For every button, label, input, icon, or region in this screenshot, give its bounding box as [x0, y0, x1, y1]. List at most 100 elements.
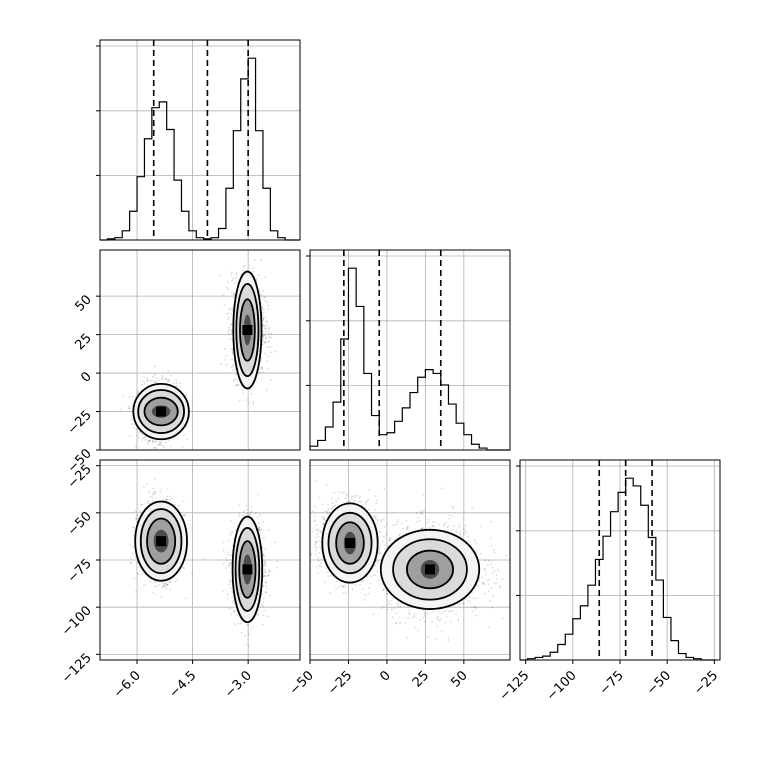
sample-point [267, 355, 269, 358]
sample-point [182, 514, 185, 517]
sample-point [268, 332, 271, 335]
sample-point [128, 407, 131, 410]
sample-point [132, 427, 135, 429]
sample-point [228, 326, 230, 329]
sample-point [268, 326, 271, 329]
sample-point [184, 597, 187, 600]
sample-point [252, 267, 255, 270]
sample-point [236, 378, 238, 380]
sample-point [276, 560, 279, 563]
sample-point [140, 504, 143, 506]
density-panel-p3_vs_p1 [99, 459, 301, 661]
sample-point [263, 333, 266, 336]
sample-point [135, 590, 137, 593]
sample-point [147, 379, 149, 382]
sample-point [264, 296, 267, 299]
sample-point [122, 394, 125, 397]
sample-point [140, 433, 143, 436]
sample-point [162, 444, 165, 447]
sample-point [151, 376, 154, 378]
sample-point [151, 496, 153, 499]
sample-point [131, 552, 134, 555]
sample-point [160, 488, 163, 491]
sample-point [176, 505, 179, 508]
panel-content [100, 460, 300, 660]
sample-point [148, 501, 151, 504]
density-panel-p2_vs_p1 [99, 249, 301, 451]
sample-point [250, 627, 253, 630]
sample-point [264, 571, 267, 574]
sample-point [229, 562, 232, 565]
sample-point [240, 631, 243, 634]
sample-point [147, 499, 150, 502]
sample-point [227, 551, 230, 553]
sample-point [238, 504, 240, 507]
sample-point [167, 378, 170, 381]
sample-point [276, 566, 279, 569]
sample-point [144, 435, 146, 438]
sample-point [183, 433, 185, 436]
sample-point [264, 325, 266, 327]
sample-point [258, 274, 260, 276]
sample-point [191, 399, 193, 402]
sample-point [234, 282, 237, 284]
sample-point [225, 567, 228, 569]
sample-point [183, 514, 186, 517]
sample-point [242, 514, 245, 517]
sample-point [186, 554, 189, 557]
sample-point [129, 543, 132, 546]
sample-point [153, 493, 156, 496]
sample-point [154, 580, 157, 583]
sample-point [269, 570, 272, 572]
sample-point [231, 307, 234, 309]
sample-point [164, 582, 167, 585]
sample-point [128, 407, 131, 410]
sample-point [226, 363, 229, 366]
sample-point [264, 340, 267, 343]
sample-point [258, 526, 261, 529]
sample-point [264, 331, 267, 334]
sample-point [143, 486, 145, 489]
sample-point [263, 296, 266, 298]
sample-point [243, 264, 245, 267]
sample-point [265, 591, 267, 593]
sample-point [154, 447, 157, 449]
sample-point [258, 528, 260, 530]
sample-point [227, 308, 230, 311]
sample-point [256, 277, 258, 280]
sample-point [262, 614, 265, 617]
sample-point [227, 608, 230, 611]
sample-point [159, 444, 161, 446]
sample-point [138, 573, 140, 576]
sample-point [232, 294, 235, 297]
sample-point [267, 308, 270, 310]
sample-point [134, 517, 137, 520]
sample-point [267, 304, 270, 307]
sample-point [231, 279, 234, 282]
sample-point [161, 582, 164, 584]
sample-point [232, 369, 235, 372]
sample-point [261, 307, 264, 310]
sample-point [233, 364, 235, 366]
sample-point [144, 584, 147, 587]
sample-point [136, 434, 139, 437]
sample-point [264, 328, 267, 330]
sample-point [232, 364, 234, 367]
sample-point [262, 585, 264, 588]
sample-point [230, 274, 233, 276]
sample-point [189, 416, 191, 419]
sample-point [134, 445, 137, 448]
sample-point [231, 323, 233, 326]
sample-point [262, 290, 265, 293]
sample-point [164, 441, 167, 444]
sample-point [151, 380, 153, 383]
sample-point [252, 270, 255, 273]
sample-point [250, 392, 252, 395]
sample-point [191, 572, 194, 575]
sample-point [166, 583, 169, 586]
sample-point [228, 316, 231, 319]
sample-point [154, 380, 157, 382]
sample-point [227, 280, 230, 283]
sample-point [164, 585, 167, 588]
sample-point [154, 477, 156, 480]
